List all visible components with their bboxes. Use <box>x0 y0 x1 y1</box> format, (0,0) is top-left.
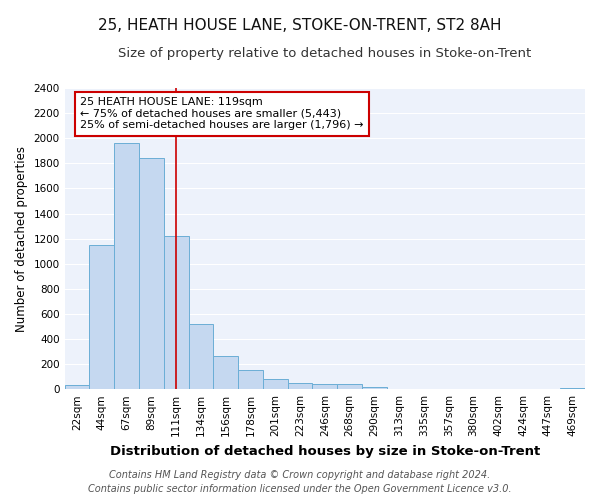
Bar <box>263 379 287 389</box>
Bar <box>89 245 114 389</box>
Bar <box>214 356 238 389</box>
Bar <box>238 370 263 389</box>
Bar <box>287 383 313 389</box>
Bar <box>188 324 214 389</box>
Text: 25, HEATH HOUSE LANE, STOKE-ON-TRENT, ST2 8AH: 25, HEATH HOUSE LANE, STOKE-ON-TRENT, ST… <box>98 18 502 32</box>
Bar <box>114 144 139 389</box>
Bar <box>560 388 585 389</box>
Bar <box>65 386 89 389</box>
Bar <box>337 384 362 389</box>
X-axis label: Distribution of detached houses by size in Stoke-on-Trent: Distribution of detached houses by size … <box>110 444 540 458</box>
Bar <box>362 388 387 389</box>
Text: Contains HM Land Registry data © Crown copyright and database right 2024.
Contai: Contains HM Land Registry data © Crown c… <box>88 470 512 494</box>
Y-axis label: Number of detached properties: Number of detached properties <box>15 146 28 332</box>
Bar <box>164 236 188 389</box>
Text: 25 HEATH HOUSE LANE: 119sqm
← 75% of detached houses are smaller (5,443)
25% of : 25 HEATH HOUSE LANE: 119sqm ← 75% of det… <box>80 97 364 130</box>
Bar <box>387 388 412 389</box>
Bar <box>313 384 337 389</box>
Title: Size of property relative to detached houses in Stoke-on-Trent: Size of property relative to detached ho… <box>118 48 532 60</box>
Bar <box>139 158 164 389</box>
